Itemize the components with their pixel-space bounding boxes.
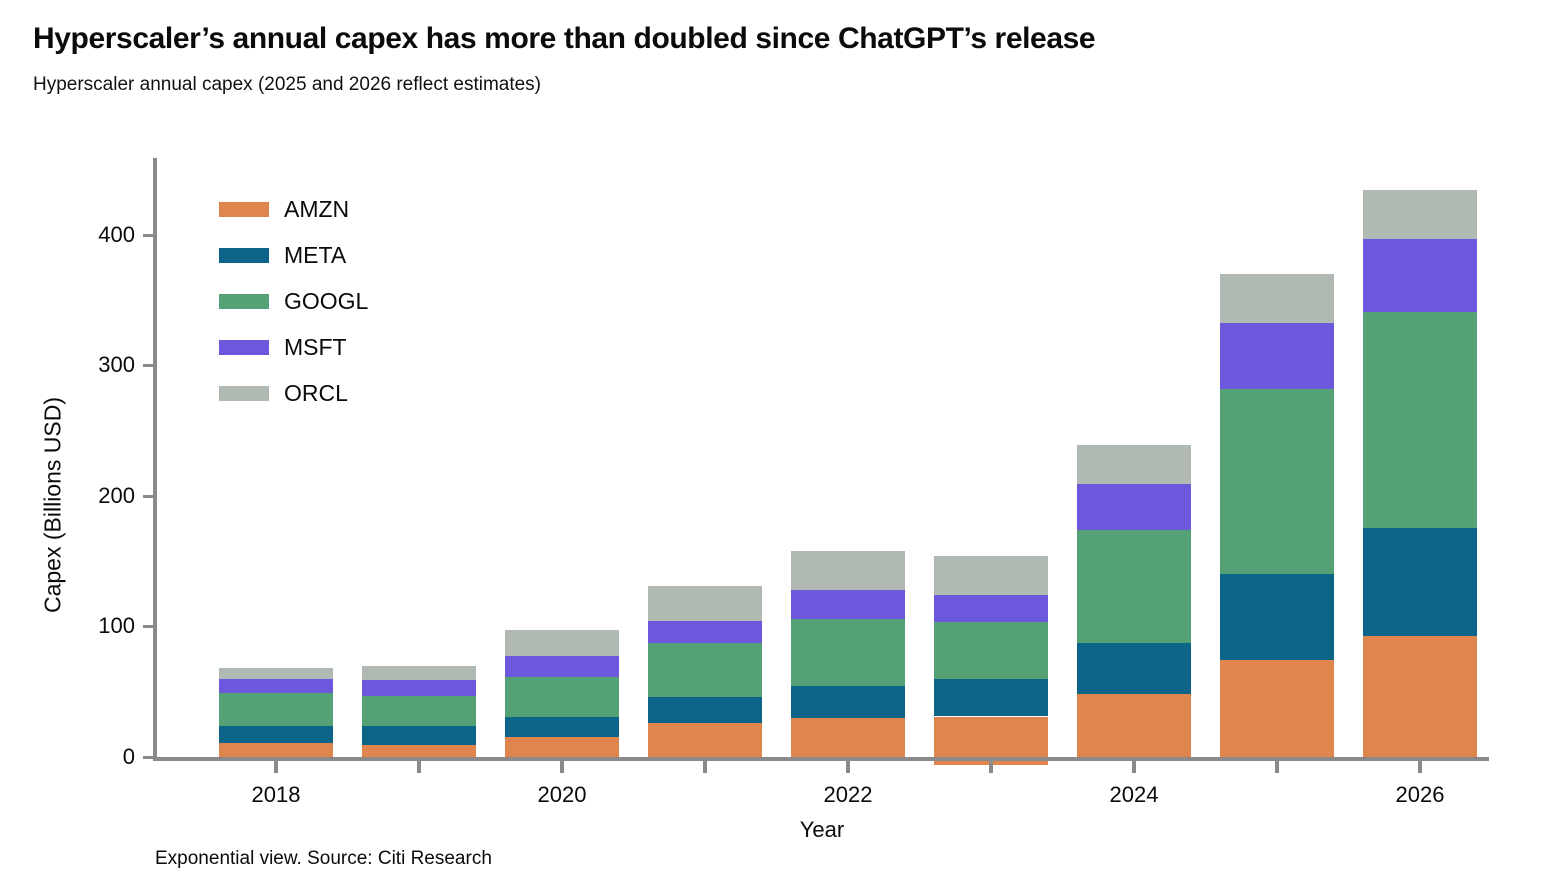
x-tick-2024 bbox=[1132, 761, 1136, 773]
chart-legend: AMZN META GOOGL MSFT ORCL bbox=[219, 196, 368, 426]
legend-label-GOOGL: GOOGL bbox=[284, 288, 369, 314]
legend-item-GOOGL: GOOGL bbox=[219, 288, 368, 315]
legend-swatch-AMZN bbox=[219, 202, 269, 217]
x-tick-2021 bbox=[703, 761, 707, 773]
bar-segment-2018-GOOGL bbox=[219, 693, 333, 726]
bar-segment-2021-ORCL bbox=[648, 585, 762, 622]
y-tick-300 bbox=[143, 364, 153, 368]
legend-swatch-GOOGL bbox=[219, 294, 269, 309]
bar-segment-2023-AMZN bbox=[934, 716, 1048, 765]
y-tick-label-0: 0 bbox=[122, 744, 135, 769]
y-tick-0 bbox=[143, 756, 153, 759]
y-axis-line bbox=[153, 158, 157, 761]
legend-label-ORCL: ORCL bbox=[284, 380, 348, 406]
bar-segment-2025-ORCL bbox=[1220, 273, 1334, 324]
bar-segment-2022-AMZN bbox=[791, 717, 905, 757]
legend-swatch-MSFT bbox=[219, 340, 269, 355]
x-axis-line bbox=[153, 757, 1489, 761]
bar-segment-2025-AMZN bbox=[1220, 660, 1334, 757]
bar-segment-2018-ORCL bbox=[219, 668, 333, 679]
source-note: Exponential view. Source: Citi Research bbox=[155, 848, 492, 869]
x-tick-label-2020: 2020 bbox=[537, 782, 587, 807]
legend-item-ORCL: ORCL bbox=[219, 380, 368, 407]
y-tick-label-100: 100 bbox=[98, 613, 135, 639]
bar-segment-2018-META bbox=[219, 725, 333, 743]
x-tick-2018 bbox=[274, 761, 278, 773]
bar-segment-2022-ORCL bbox=[791, 550, 905, 590]
bar-segment-2022-META bbox=[791, 686, 905, 718]
bar-segment-2026-AMZN bbox=[1363, 635, 1477, 757]
bar-segment-2022-GOOGL bbox=[791, 618, 905, 687]
x-tick-2022 bbox=[846, 761, 850, 773]
x-tick-label-2018: 2018 bbox=[251, 782, 301, 807]
bar-segment-2020-META bbox=[505, 716, 619, 738]
legend-item-MSFT: MSFT bbox=[219, 334, 368, 361]
legend-swatch-META bbox=[219, 248, 269, 263]
bar-segment-2026-GOOGL bbox=[1363, 311, 1477, 529]
bar-segment-2025-MSFT bbox=[1220, 323, 1334, 389]
x-tick-2019 bbox=[417, 761, 421, 773]
bar-segment-2018-MSFT bbox=[219, 678, 333, 693]
chart-title: Hyperscaler’s annual capex has more than… bbox=[33, 22, 1096, 55]
legend-label-MSFT: MSFT bbox=[284, 334, 347, 360]
x-tick-2023 bbox=[989, 761, 993, 773]
y-tick-label-300: 300 bbox=[98, 352, 135, 378]
bar-segment-2020-AMZN bbox=[505, 737, 619, 757]
y-tick-100 bbox=[143, 625, 153, 629]
x-tick-2026 bbox=[1418, 761, 1422, 773]
bar-segment-2024-META bbox=[1077, 643, 1191, 695]
legend-label-META: META bbox=[284, 242, 347, 268]
bar-segment-2023-GOOGL bbox=[934, 622, 1048, 679]
bar-segment-2021-GOOGL bbox=[648, 643, 762, 697]
bar-segment-2021-AMZN bbox=[648, 723, 762, 757]
bar-segment-2024-GOOGL bbox=[1077, 529, 1191, 644]
bar-segment-2021-META bbox=[648, 696, 762, 724]
bar-segment-2024-MSFT bbox=[1077, 484, 1191, 530]
x-axis-title: Year bbox=[799, 817, 845, 842]
bar-segment-2019-ORCL bbox=[362, 665, 476, 680]
legend-label-AMZN: AMZN bbox=[284, 196, 350, 222]
chart-subtitle: Hyperscaler annual capex (2025 and 2026 … bbox=[33, 74, 542, 95]
bar-segment-2018-AMZN bbox=[219, 742, 333, 757]
legend-swatch-ORCL bbox=[219, 386, 269, 401]
bar-segment-2019-GOOGL bbox=[362, 695, 476, 726]
y-tick-400 bbox=[143, 233, 153, 237]
bar-segment-2025-GOOGL bbox=[1220, 388, 1334, 575]
x-tick-label-2022: 2022 bbox=[823, 782, 873, 807]
bar-segment-2023-ORCL bbox=[934, 555, 1048, 596]
x-tick-2025 bbox=[1275, 761, 1279, 773]
legend-item-META: META bbox=[219, 242, 368, 269]
x-tick-2020 bbox=[560, 761, 564, 773]
bar-segment-2020-GOOGL bbox=[505, 677, 619, 717]
bar-segment-2020-MSFT bbox=[505, 656, 619, 678]
bar-segment-2026-META bbox=[1363, 528, 1477, 636]
bar-segment-2025-META bbox=[1220, 574, 1334, 661]
bar-segment-2023-META bbox=[934, 678, 1048, 717]
y-tick-label-200: 200 bbox=[98, 482, 135, 508]
y-tick-200 bbox=[143, 494, 153, 498]
bar-segment-2019-MSFT bbox=[362, 679, 476, 696]
bar-segment-2021-MSFT bbox=[648, 621, 762, 644]
bar-segment-2024-ORCL bbox=[1077, 444, 1191, 485]
bar-segment-2019-AMZN bbox=[362, 745, 476, 757]
legend-item-AMZN: AMZN bbox=[219, 196, 368, 223]
y-tick-label-400: 400 bbox=[98, 221, 135, 247]
x-tick-label-2026: 2026 bbox=[1395, 782, 1445, 807]
bar-segment-2019-META bbox=[362, 725, 476, 746]
bar-segment-2020-ORCL bbox=[505, 630, 619, 657]
bar-segment-2026-ORCL bbox=[1363, 190, 1477, 239]
bar-segment-2022-MSFT bbox=[791, 589, 905, 619]
x-tick-label-2024: 2024 bbox=[1109, 782, 1159, 807]
bar-segment-2024-AMZN bbox=[1077, 694, 1191, 757]
bar-segment-2023-MSFT bbox=[934, 595, 1048, 623]
bar-segment-2026-MSFT bbox=[1363, 238, 1477, 312]
